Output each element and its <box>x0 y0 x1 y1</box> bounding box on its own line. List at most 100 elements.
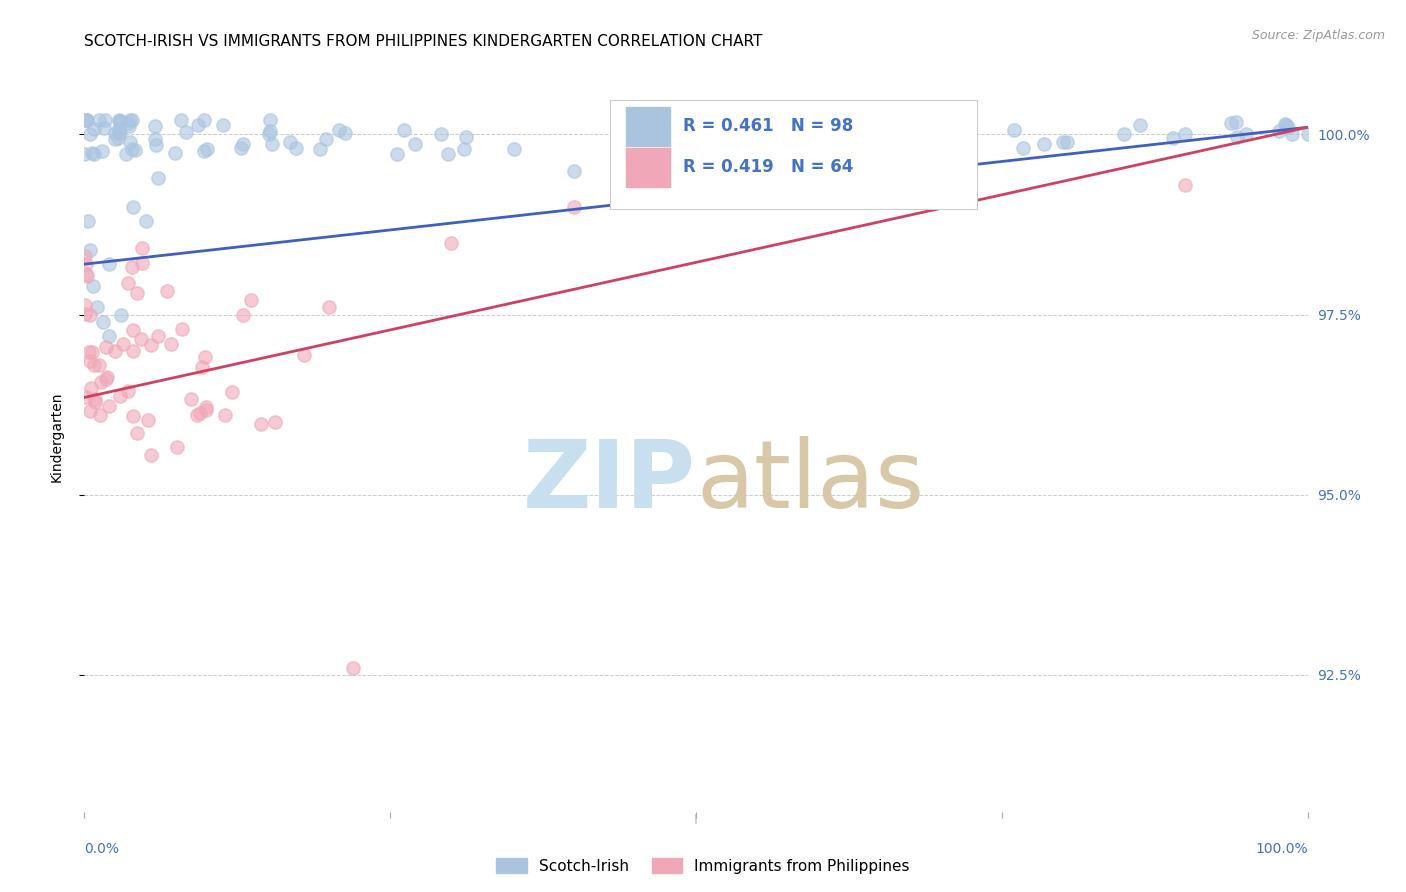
Point <box>769 133 792 147</box>
Point <box>1056 135 1078 149</box>
FancyBboxPatch shape <box>626 148 671 186</box>
Point <box>96 369 118 384</box>
Point <box>135 214 157 228</box>
Point <box>82 278 104 293</box>
Point <box>453 142 475 156</box>
Point <box>110 308 132 322</box>
Point <box>146 329 169 343</box>
Point <box>562 163 585 178</box>
Point <box>1052 135 1074 149</box>
Point <box>194 351 217 365</box>
Point <box>110 113 132 128</box>
Point <box>79 354 101 368</box>
Point <box>259 127 281 141</box>
Point <box>502 142 524 156</box>
Point <box>129 332 152 346</box>
Point <box>342 660 364 674</box>
Point <box>117 116 139 130</box>
Point <box>120 135 142 149</box>
Point <box>75 249 97 263</box>
Point <box>80 381 103 395</box>
Text: ZIP: ZIP <box>523 436 696 528</box>
FancyBboxPatch shape <box>626 107 671 145</box>
Point <box>1033 136 1056 151</box>
Point <box>180 392 202 406</box>
Point <box>807 142 830 156</box>
Point <box>156 285 179 299</box>
Point <box>328 123 350 137</box>
Point <box>75 267 97 281</box>
Point <box>1226 130 1249 145</box>
Point <box>94 340 117 354</box>
Point <box>107 113 129 128</box>
Point <box>80 145 103 160</box>
Point <box>121 113 143 128</box>
Point <box>87 358 110 372</box>
Point <box>214 409 236 423</box>
Point <box>1220 116 1243 130</box>
Point <box>1012 141 1035 155</box>
Point <box>263 415 285 429</box>
Point <box>83 395 105 409</box>
Point <box>83 146 105 161</box>
Point <box>82 345 104 359</box>
Point <box>1275 118 1298 132</box>
Point <box>231 140 253 154</box>
Point <box>191 359 214 374</box>
Point <box>75 257 97 271</box>
Point <box>145 138 167 153</box>
Point <box>187 118 209 132</box>
Point <box>232 136 254 151</box>
Point <box>104 132 127 146</box>
Text: R = 0.461   N = 98: R = 0.461 N = 98 <box>682 117 853 135</box>
Point <box>221 385 243 400</box>
Point <box>392 123 415 137</box>
Point <box>131 256 153 270</box>
Point <box>699 129 721 144</box>
Point <box>96 372 118 386</box>
Point <box>1296 128 1319 142</box>
Point <box>97 257 120 271</box>
Point <box>385 146 408 161</box>
Point <box>250 417 273 431</box>
Point <box>1277 120 1299 135</box>
Text: 100.0%: 100.0% <box>1256 842 1308 856</box>
Point <box>1281 128 1303 142</box>
Point <box>83 392 105 406</box>
Point <box>1128 118 1150 132</box>
Point <box>169 113 191 128</box>
Point <box>83 121 105 136</box>
Point <box>212 118 235 132</box>
Point <box>956 129 979 144</box>
Point <box>79 404 101 418</box>
Point <box>89 409 111 423</box>
Point <box>108 389 131 403</box>
Point <box>122 409 145 423</box>
Point <box>1002 122 1025 136</box>
Point <box>1174 128 1197 142</box>
Point <box>440 235 463 250</box>
Point <box>259 113 281 128</box>
Point <box>404 137 426 152</box>
Point <box>1114 128 1136 142</box>
Point <box>124 143 146 157</box>
Point <box>122 343 145 358</box>
Point <box>188 406 211 420</box>
Point <box>108 122 131 136</box>
Point <box>143 131 166 145</box>
Point <box>456 130 478 145</box>
Point <box>76 268 98 283</box>
Point <box>86 301 108 315</box>
Point <box>174 125 197 139</box>
Point <box>73 146 96 161</box>
Text: R = 0.419   N = 64: R = 0.419 N = 64 <box>682 159 853 177</box>
Point <box>146 170 169 185</box>
Point <box>108 125 131 139</box>
Point <box>75 113 97 128</box>
Point <box>429 127 451 141</box>
Y-axis label: Kindergarten: Kindergarten <box>49 392 63 483</box>
Point <box>160 336 183 351</box>
Point <box>1236 128 1258 142</box>
Point <box>136 413 159 427</box>
Point <box>112 337 135 351</box>
